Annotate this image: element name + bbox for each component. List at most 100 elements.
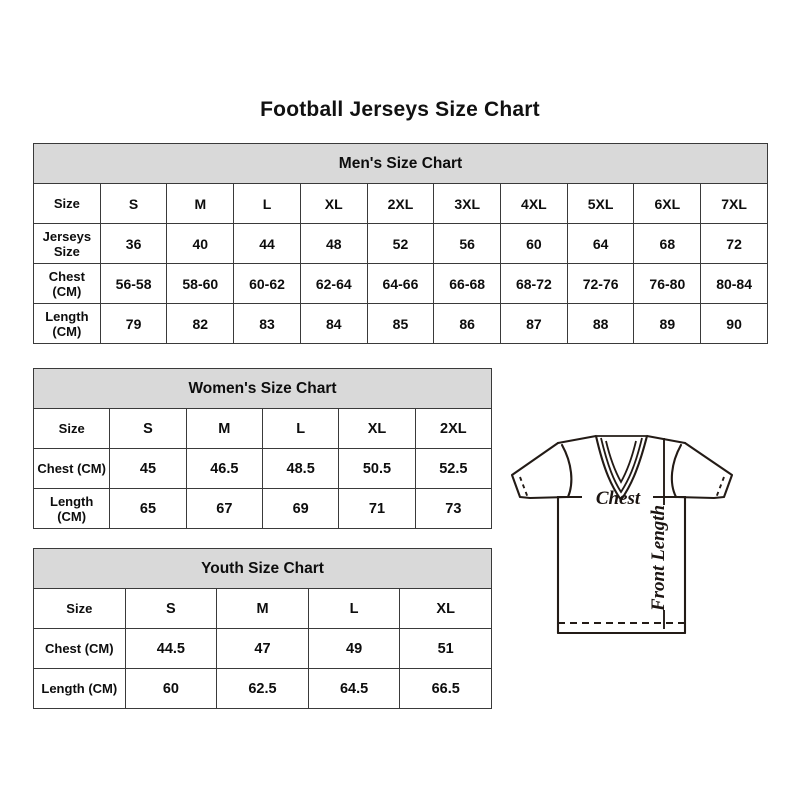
table-cell: 64 xyxy=(566,223,635,264)
row-header-chest: Chest (CM) xyxy=(33,628,126,669)
table-row: Chest (CM) 45 46.5 48.5 50.5 52.5 xyxy=(32,448,493,489)
row-header-length: Length (CM) xyxy=(32,488,111,529)
table-cell: 69 xyxy=(261,488,340,529)
right-sleeve-outline xyxy=(674,441,734,500)
table-row: Size S M L XL 2XL 3XL 4XL 5XL 6XL 7XL xyxy=(33,183,768,224)
mens-table-caption: Men's Size Chart xyxy=(33,143,768,184)
table-cell: 60-62 xyxy=(233,263,301,304)
youth-size-chart-table: Youth Size Chart Size S M L XL Chest (CM… xyxy=(33,548,492,709)
table-cell: 60 xyxy=(500,223,568,264)
table-cell: 45 xyxy=(109,448,187,489)
left-sleeve-outline xyxy=(510,441,570,500)
mens-size-chart-table: Men's Size Chart Size S M L XL 2XL 3XL 4… xyxy=(33,143,768,344)
womens-table-caption: Women's Size Chart xyxy=(33,368,492,409)
table-cell: 62-64 xyxy=(299,263,368,304)
table-cell: 67 xyxy=(185,488,263,529)
mens-size-6xl: 6XL xyxy=(633,183,702,224)
womens-size-l: L xyxy=(261,408,340,449)
table-cell: 58-60 xyxy=(166,263,235,304)
left-armhole-seam xyxy=(560,443,573,499)
table-cell: 82 xyxy=(166,303,235,344)
mens-size-2xl: 2XL xyxy=(366,183,435,224)
table-cell: 86 xyxy=(433,303,502,344)
table-cell: 76-80 xyxy=(633,263,702,304)
mens-size-5xl: 5XL xyxy=(566,183,635,224)
youth-size-xl: XL xyxy=(399,588,492,629)
table-cell: 88 xyxy=(566,303,635,344)
chest-label: Chest xyxy=(596,488,641,509)
v-neck-outer xyxy=(594,434,649,502)
mens-size-3xl: 3XL xyxy=(433,183,502,224)
table-cell: 68 xyxy=(633,223,702,264)
table-cell: 50.5 xyxy=(338,448,416,489)
mens-size-s: S xyxy=(99,183,168,224)
table-cell: 64.5 xyxy=(307,668,401,709)
v-neck-mid xyxy=(600,437,643,494)
womens-size-m: M xyxy=(185,408,263,449)
table-cell: 72 xyxy=(700,223,768,264)
jersey-measurement-diagram: Chest Front Length xyxy=(500,405,770,675)
row-header-chest: Chest (CM) xyxy=(32,448,111,489)
mens-size-m: M xyxy=(166,183,235,224)
table-row: Size S M L XL 2XL xyxy=(32,408,493,449)
table-cell: 44.5 xyxy=(124,628,218,669)
table-cell: 48 xyxy=(299,223,368,264)
table-row: Jerseys Size 36 40 44 48 52 56 60 64 68 … xyxy=(33,223,768,264)
table-cell: 52.5 xyxy=(414,448,493,489)
row-header-size: Size xyxy=(32,408,111,449)
womens-size-2xl: 2XL xyxy=(414,408,493,449)
right-shoulder-seam xyxy=(645,434,687,445)
youth-size-m: M xyxy=(216,588,309,629)
table-row: Length (CM) 79 82 83 84 85 86 87 88 89 9… xyxy=(33,303,768,344)
table-row: Length (CM) 65 67 69 71 73 xyxy=(32,488,493,529)
table-cell: 36 xyxy=(99,223,168,264)
table-caption-row: Men's Size Chart xyxy=(33,143,768,184)
row-header-size: Size xyxy=(33,183,101,224)
table-cell: 65 xyxy=(109,488,187,529)
youth-size-l: L xyxy=(307,588,401,629)
row-header-size: Size xyxy=(33,588,126,629)
table-caption-row: Women's Size Chart xyxy=(33,368,492,409)
womens-size-xl: XL xyxy=(338,408,416,449)
table-cell: 66.5 xyxy=(399,668,492,709)
table-cell: 68-72 xyxy=(500,263,568,304)
table-row: Chest (CM) 44.5 47 49 51 xyxy=(33,628,492,669)
womens-size-s: S xyxy=(109,408,187,449)
table-cell: 47 xyxy=(216,628,309,669)
v-neck-inner xyxy=(605,440,637,484)
mens-size-4xl: 4XL xyxy=(500,183,568,224)
table-caption-row: Youth Size Chart xyxy=(33,548,492,589)
table-row: Length (CM) 60 62.5 64.5 66.5 xyxy=(33,668,492,709)
table-cell: 46.5 xyxy=(185,448,263,489)
table-cell: 66-68 xyxy=(433,263,502,304)
womens-size-chart-table: Women's Size Chart Size S M L XL 2XL Che… xyxy=(32,368,493,529)
table-cell: 80-84 xyxy=(700,263,768,304)
table-cell: 52 xyxy=(366,223,435,264)
table-cell: 56 xyxy=(433,223,502,264)
youth-table-caption: Youth Size Chart xyxy=(33,548,492,589)
table-cell: 71 xyxy=(338,488,416,529)
table-cell: 85 xyxy=(366,303,435,344)
table-cell: 60 xyxy=(124,668,218,709)
row-header-length: Length (CM) xyxy=(33,303,101,344)
table-cell: 72-76 xyxy=(566,263,635,304)
mens-size-l: L xyxy=(233,183,301,224)
front-length-label: Front Length xyxy=(648,505,669,612)
table-cell: 44 xyxy=(233,223,301,264)
row-header-length: Length (CM) xyxy=(33,668,126,709)
table-cell: 51 xyxy=(399,628,492,669)
mens-size-7xl: 7XL xyxy=(700,183,768,224)
table-row: Size S M L XL xyxy=(33,588,492,629)
left-shoulder-seam xyxy=(556,434,598,445)
table-cell: 89 xyxy=(633,303,702,344)
table-cell: 87 xyxy=(500,303,568,344)
table-cell: 62.5 xyxy=(216,668,309,709)
table-cell: 48.5 xyxy=(261,448,340,489)
table-cell: 64-66 xyxy=(366,263,435,304)
right-armhole-seam xyxy=(670,443,683,499)
mens-size-xl: XL xyxy=(299,183,368,224)
table-cell: 56-58 xyxy=(99,263,168,304)
right-cuff-stitch-icon xyxy=(715,476,725,499)
row-header-jerseys-size: Jerseys Size xyxy=(33,223,101,264)
